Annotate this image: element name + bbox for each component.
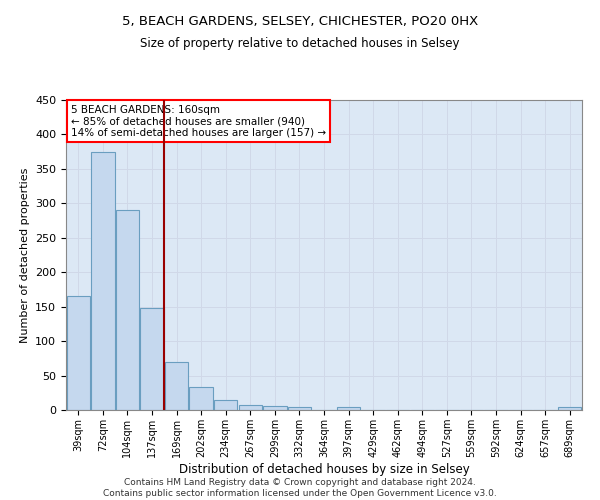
Bar [288, 406, 311, 410]
Text: 5, BEACH GARDENS, SELSEY, CHICHESTER, PO20 0HX: 5, BEACH GARDENS, SELSEY, CHICHESTER, PO… [122, 15, 478, 28]
Text: Size of property relative to detached houses in Selsey: Size of property relative to detached ho… [140, 38, 460, 51]
Bar [165, 362, 188, 410]
Bar [91, 152, 115, 410]
Bar [190, 388, 213, 410]
Bar [337, 407, 360, 410]
Bar [67, 296, 90, 410]
X-axis label: Distribution of detached houses by size in Selsey: Distribution of detached houses by size … [179, 462, 469, 475]
Text: Contains HM Land Registry data © Crown copyright and database right 2024.
Contai: Contains HM Land Registry data © Crown c… [103, 478, 497, 498]
Bar [239, 405, 262, 410]
Y-axis label: Number of detached properties: Number of detached properties [20, 168, 29, 342]
Bar [214, 400, 238, 410]
Bar [140, 308, 164, 410]
Bar [263, 406, 287, 410]
Text: 5 BEACH GARDENS: 160sqm
← 85% of detached houses are smaller (940)
14% of semi-d: 5 BEACH GARDENS: 160sqm ← 85% of detache… [71, 104, 326, 138]
Bar [116, 210, 139, 410]
Bar [558, 407, 581, 410]
